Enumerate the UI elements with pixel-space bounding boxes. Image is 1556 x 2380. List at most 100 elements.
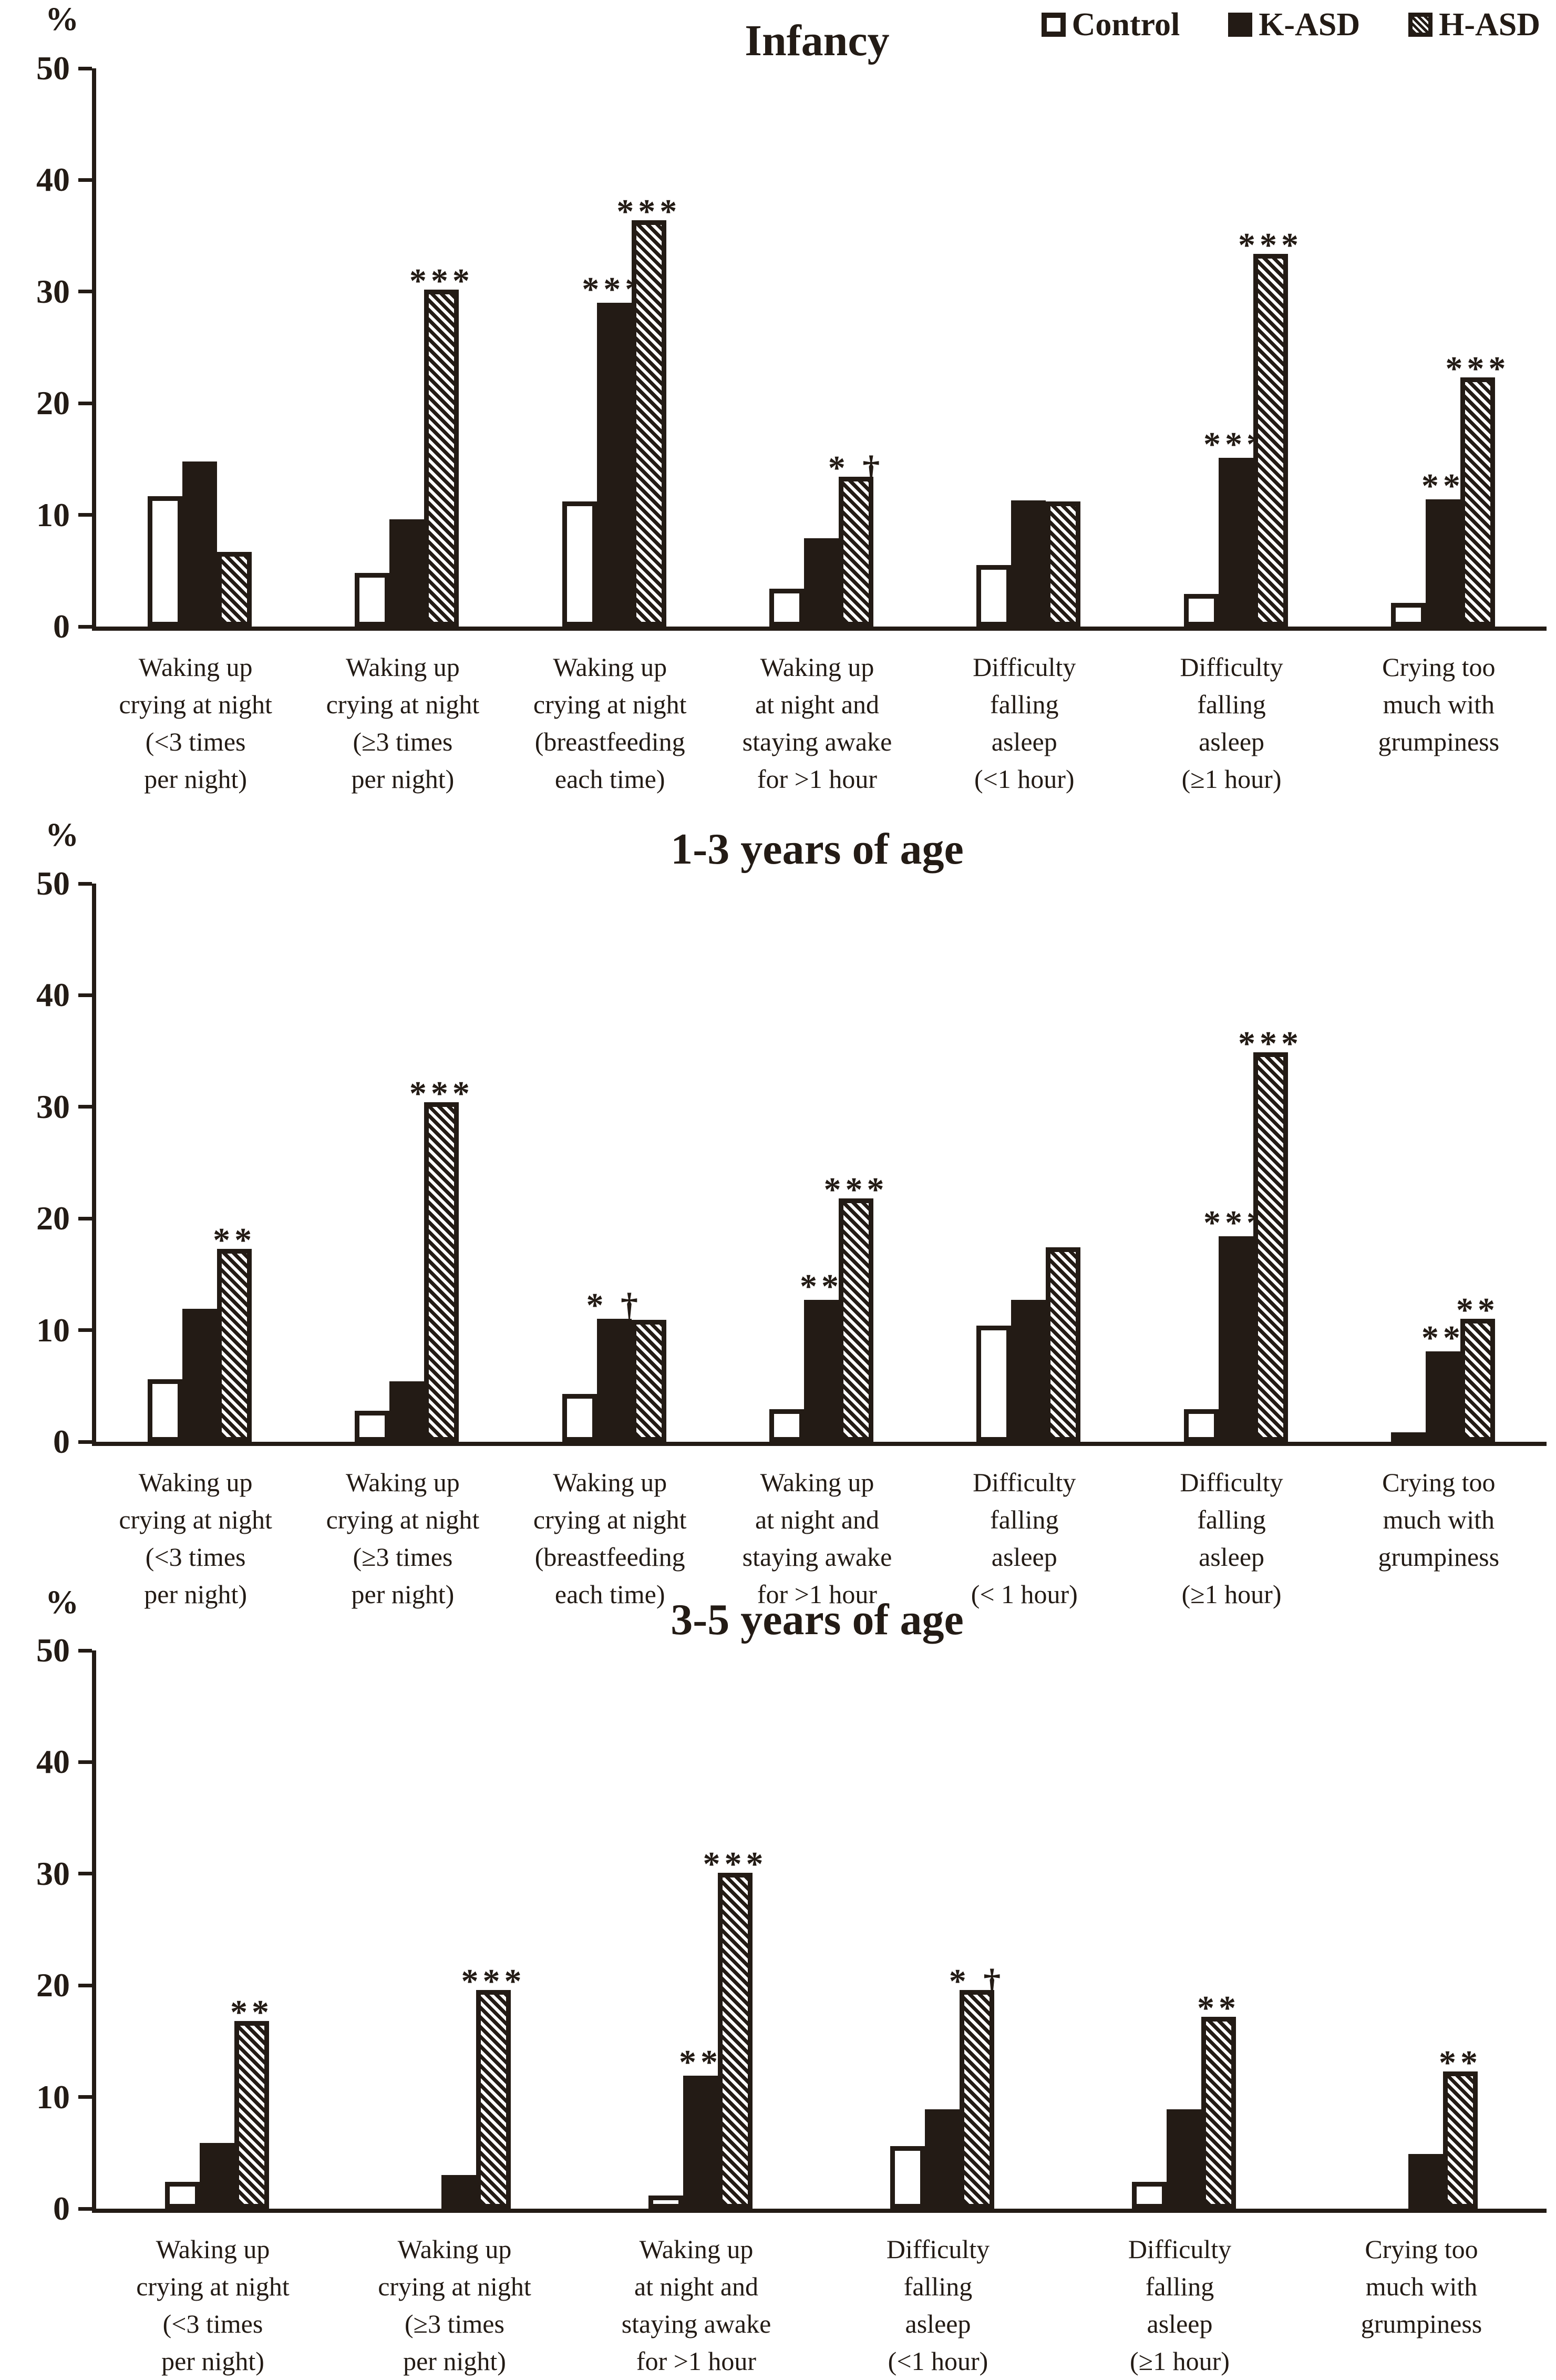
- bar-control: [1390, 1432, 1426, 1442]
- x-axis-label-line: at night and: [755, 690, 880, 719]
- y-tick-mark: [78, 513, 92, 517]
- x-axis-label-5: Difficulty falling asleep (< 1 hour): [921, 1464, 1128, 1613]
- x-axis-label-line: Waking up: [760, 652, 874, 682]
- bar-group-2: ***: [303, 884, 510, 1442]
- bar-group-4: ** ***: [718, 884, 925, 1442]
- bar-group-4: * †: [718, 68, 925, 627]
- x-axis-label-line: asleep: [1199, 727, 1265, 756]
- x-axis-label-line: staying awake: [742, 727, 892, 756]
- y-tick-label: 30: [36, 1854, 70, 1892]
- x-axis-label-4: Difficulty falling asleep (<1 hour): [817, 2231, 1059, 2380]
- bar-h-asd: ***: [823, 1172, 884, 1442]
- x-axis-label-line: grumpiness: [1378, 727, 1500, 756]
- y-tick-mark: [78, 290, 92, 294]
- x-axis-label-line: grumpiness: [1378, 1542, 1500, 1572]
- x-axis-label-line: (≥1 hour): [1181, 764, 1282, 794]
- bar-h-asd: * †: [949, 1964, 1001, 2209]
- x-axis-label-7: Crying too much with grumpiness: [1335, 649, 1542, 798]
- x-axis-label-line: asleep: [991, 1542, 1057, 1572]
- bar-groups: ** *** * † ** *** *** *** ** **: [96, 884, 1547, 1442]
- x-axis-label-line: (<3 times: [145, 727, 246, 756]
- x-axis-label-line: Waking up: [760, 1468, 874, 1497]
- x-axis-label-line: for >1 hour: [757, 764, 878, 794]
- bar-control: [562, 1393, 597, 1442]
- x-axis-label-line: Crying too: [1365, 2234, 1478, 2264]
- x-axis-label-line: Difficulty: [1180, 652, 1283, 682]
- x-axis-label-3: Waking up crying at night (breastfeeding ea…: [507, 1464, 714, 1613]
- x-axis-label-1: Waking up crying at night (<3 times per nig…: [92, 1464, 299, 1613]
- bar-k-asd: [1408, 2153, 1443, 2209]
- bar-control: [355, 1410, 390, 1442]
- x-axis-label-line: per night): [161, 2346, 264, 2376]
- y-tick-mark: [78, 1983, 92, 1987]
- bar-control: [890, 2146, 925, 2209]
- x-axis-label-line: much with: [1365, 2272, 1478, 2301]
- bar-h-asd: ***: [616, 194, 677, 627]
- bar-control: [1132, 2182, 1167, 2209]
- bar-h-asd: ***: [1238, 1026, 1299, 1442]
- x-axis-label-4: Waking up at night and staying awake for >1…: [714, 649, 921, 798]
- x-axis-label-line: per night): [351, 764, 455, 794]
- bar-k-asd: **: [1421, 1320, 1460, 1442]
- y-tick-mark: [78, 1440, 92, 1444]
- bar-group-6: *** ***: [1132, 884, 1339, 1442]
- y-tick-label: 10: [36, 1311, 70, 1349]
- bar-control: [648, 2195, 683, 2209]
- bar-control: [148, 496, 183, 627]
- bar-group-2: ***: [338, 1650, 580, 2209]
- bar-group-3: *** ***: [511, 68, 718, 627]
- x-axis-label-line: (breastfeeding: [534, 1542, 685, 1572]
- bar-h-asd: [217, 551, 252, 627]
- x-axis-label-line: at night and: [634, 2272, 759, 2301]
- x-axis-label-line: per night): [144, 764, 248, 794]
- x-axis-label-line: asleep: [905, 2309, 971, 2338]
- x-axis-label-line: asleep: [1199, 1542, 1265, 1572]
- significance-label: ***: [616, 192, 682, 231]
- h-asd-hatched-square-icon: [1408, 13, 1433, 37]
- y-tick-mark: [78, 993, 92, 997]
- x-axis-label-7: Crying too much with grumpiness: [1335, 1464, 1542, 1613]
- x-axis-label-2: Waking up crying at night (≥3 times per nig…: [334, 2231, 575, 2380]
- bar-k-asd: [182, 461, 218, 627]
- bar-h-asd: **: [1197, 1991, 1236, 2209]
- x-axis-label-line: (breastfeeding: [534, 727, 685, 756]
- x-axis-label-line: falling: [903, 2272, 973, 2301]
- significance-label: **: [213, 1220, 256, 1259]
- y-tick-mark: [78, 1760, 92, 1764]
- panel-1-3-years-of-age: % 1-3 years of age 0 10 20 30 40 50 ** *** * † ** **…: [0, 765, 1556, 1609]
- bar-k-asd: [1011, 1300, 1046, 1442]
- bar-control: [1183, 594, 1219, 627]
- bar-h-asd: **: [1456, 1293, 1495, 1442]
- y-tick-mark: [78, 1648, 92, 1653]
- bar-control: [1183, 1409, 1219, 1442]
- x-axis-label-line: (≥3 times: [353, 727, 453, 756]
- x-axis-label-line: crying at night: [326, 690, 480, 719]
- y-tick-mark: [78, 178, 92, 182]
- bar-group-5: [925, 68, 1132, 627]
- bar-k-asd: [389, 519, 425, 627]
- significance-label: ***: [1238, 225, 1303, 264]
- significance-label: ***: [409, 261, 474, 300]
- bar-k-asd: [925, 2109, 960, 2209]
- x-axis-label-line: Crying too: [1382, 652, 1496, 682]
- legend-item-h-asd: H-ASD: [1408, 8, 1540, 41]
- y-tick-label: 20: [36, 1966, 70, 2004]
- bar-control: [562, 501, 597, 627]
- x-axis-label-5: Difficulty falling asleep (<1 hour): [921, 649, 1128, 798]
- x-axis-label-line: Difficulty: [1180, 1468, 1283, 1497]
- x-axis-label-line: Waking up: [553, 652, 667, 682]
- y-tick-mark: [78, 881, 92, 886]
- bar-control: [165, 2182, 200, 2209]
- x-axis-label-line: Waking up: [346, 1468, 460, 1497]
- bar-control: [769, 1409, 804, 1442]
- y-tick-label: 50: [36, 1632, 70, 1669]
- x-axis-label-line: for >1 hour: [636, 2346, 757, 2376]
- x-axis-label-line: per night): [351, 1579, 455, 1609]
- y-tick-label: 40: [36, 976, 70, 1014]
- y-tick-label: 40: [36, 1743, 70, 1781]
- y-tick-label: 0: [53, 1423, 70, 1460]
- bar-control: [148, 1379, 183, 1442]
- x-axis-label-line: falling: [1197, 1505, 1266, 1534]
- bar-control: [355, 573, 390, 627]
- significance-label: **: [799, 1267, 843, 1306]
